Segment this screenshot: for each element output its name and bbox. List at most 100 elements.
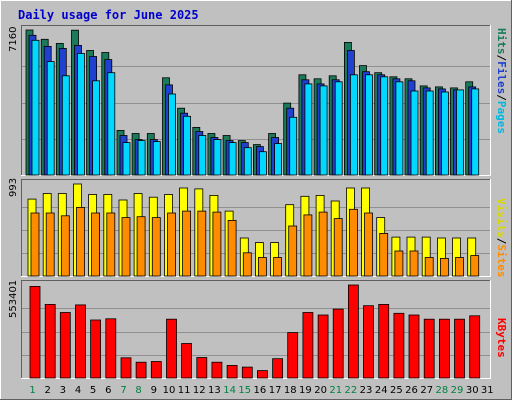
sites-bar-20	[318, 211, 328, 277]
sites-bar-2	[45, 212, 55, 277]
pages-bar-29	[456, 89, 464, 176]
chart-title: Daily usage for June 2025	[18, 8, 199, 22]
day-label-16: 16	[254, 385, 267, 396]
sites-bar-14	[227, 219, 237, 277]
pages-bar-23	[365, 74, 373, 176]
kbytes-bar-30	[469, 315, 481, 379]
sites-bar-18	[288, 225, 298, 277]
sites-bar-9	[151, 217, 161, 277]
day-label-22: 22	[345, 385, 358, 396]
day-label-11: 11	[178, 385, 191, 396]
sites-bar-17	[273, 257, 283, 277]
day-label-7: 7	[120, 385, 126, 396]
pages-bar-11	[183, 115, 192, 176]
sites-bar-25	[394, 250, 404, 277]
kbytes-bar-9	[150, 361, 162, 379]
day-label-13: 13	[208, 385, 221, 396]
pages-bar-17	[274, 143, 283, 176]
sites-bar-11	[182, 210, 192, 277]
kbytes-bar-27	[423, 318, 435, 379]
day-label-1: 1	[29, 385, 35, 396]
day-label-26: 26	[405, 385, 418, 396]
day-label-10: 10	[163, 385, 176, 396]
kbytes-bar-24	[378, 303, 390, 379]
kbytes-bar-22	[347, 284, 359, 379]
pages-bar-5	[92, 80, 100, 176]
sites-bar-12	[197, 210, 207, 277]
pages-bar-28	[440, 91, 449, 176]
kbytes-bar-26	[408, 314, 420, 379]
sites-bar-22	[348, 208, 358, 277]
kbytes-bar-13	[211, 361, 223, 379]
kbytes-bar-2	[44, 303, 56, 379]
pages-bar-1	[31, 39, 40, 176]
pages-bar-24	[380, 76, 389, 176]
pages-bar-30	[471, 88, 480, 176]
sites-bar-29	[455, 257, 464, 277]
sites-bar-6	[106, 212, 116, 277]
pages-bar-20	[319, 85, 328, 176]
day-label-15: 15	[238, 385, 251, 396]
day-label-14: 14	[223, 385, 236, 396]
day-label-29: 29	[451, 385, 464, 396]
day-label-27: 27	[420, 385, 433, 396]
pages-bar-18	[289, 116, 298, 176]
day-label-2: 2	[45, 385, 51, 396]
sites-bar-27	[424, 257, 434, 277]
kbytes-bar-10	[166, 318, 177, 379]
pages-bar-14	[228, 142, 237, 176]
pages-bar-13	[213, 139, 222, 176]
sites-bar-15	[242, 252, 252, 277]
sites-bar-21	[333, 218, 343, 277]
day-label-30: 30	[466, 385, 479, 396]
kbytes-bar-23	[363, 305, 374, 379]
day-label-23: 23	[360, 385, 373, 396]
sites-bar-8	[136, 216, 146, 277]
day-label-3: 3	[60, 385, 66, 396]
day-label-28: 28	[436, 385, 449, 396]
sites-bar-30	[470, 255, 480, 277]
sites-bar-28	[439, 257, 449, 277]
pages-bar-25	[395, 81, 404, 176]
kbytes-bar-3	[59, 312, 71, 379]
kbytes-bar-6	[105, 318, 117, 379]
sites-bar-23	[364, 212, 373, 277]
sites-bar-16	[257, 257, 267, 277]
sites-bar-5	[91, 212, 100, 277]
pages-bar-8	[137, 140, 146, 176]
day-label-9: 9	[151, 385, 157, 396]
kbytes-bar-8	[135, 361, 147, 379]
kbytes-bar-11	[181, 343, 193, 379]
day-label-8: 8	[135, 385, 141, 396]
day-label-17: 17	[269, 385, 282, 396]
kbytes-bar-14	[226, 364, 238, 379]
kbytes-bar-21	[332, 308, 344, 379]
pages-bar-2	[46, 61, 55, 176]
sites-bar-1	[30, 212, 40, 277]
pages-bar-16	[258, 151, 267, 176]
kbytes-bar-1	[29, 285, 41, 379]
kbytes-bar-20	[317, 314, 329, 379]
pages-bar-9	[152, 141, 161, 176]
kbytes-bar-12	[196, 357, 208, 379]
sites-bar-19	[303, 214, 313, 277]
sites-bar-3	[60, 215, 70, 277]
sites-bar-24	[379, 232, 389, 277]
day-label-31: 31	[481, 385, 494, 396]
pages-bar-27	[425, 90, 434, 176]
pages-bar-10	[168, 93, 176, 176]
kbytes-bar-25	[393, 312, 405, 379]
pages-bar-7	[122, 142, 131, 176]
day-label-25: 25	[390, 385, 403, 396]
kbytes-bar-7	[120, 357, 132, 379]
kbytes-bar-17	[272, 358, 284, 379]
pages-bar-3	[61, 75, 70, 176]
day-label-4: 4	[75, 385, 81, 396]
kbytes-bar-5	[90, 319, 101, 379]
day-label-5: 5	[90, 385, 96, 396]
day-label-19: 19	[299, 385, 312, 396]
sites-bar-13	[212, 211, 222, 277]
pages-bar-6	[107, 72, 116, 176]
day-label-12: 12	[193, 385, 206, 396]
kbytes-bar-19	[302, 312, 314, 379]
